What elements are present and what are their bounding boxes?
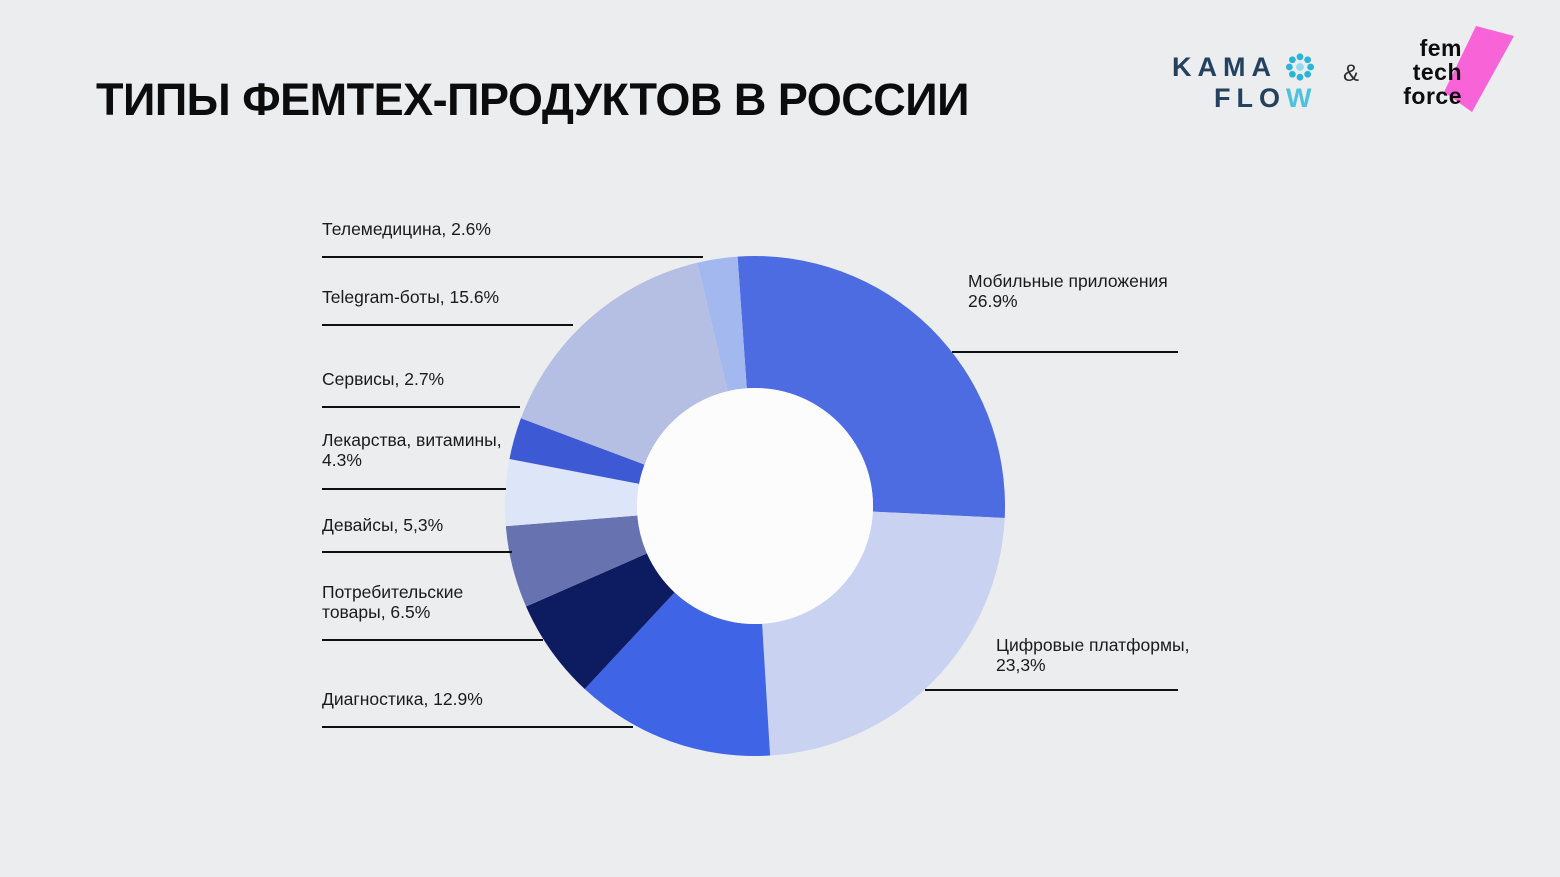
leader-line-telegram-bots xyxy=(322,324,573,326)
chart-label-services: Сервисы, 2.7% xyxy=(322,369,445,389)
kama-flow-flower-icon xyxy=(1285,53,1315,81)
kama-flow-word-kama: KAMA xyxy=(1172,51,1277,82)
donut-segment-6 xyxy=(505,459,640,527)
donut-segment-4 xyxy=(526,553,675,690)
donut-segment-3 xyxy=(584,592,771,756)
chart-label-mobile-apps: Мобильные приложения 26.9% xyxy=(968,271,1168,311)
chart-label-medicines-vitamins: Лекарства, витамины, 4.3% xyxy=(322,430,502,470)
donut-center-hole xyxy=(637,388,873,624)
femtech-pink-swoosh-icon xyxy=(1444,26,1514,112)
leader-line-devices xyxy=(322,551,512,553)
leader-line-diagnostics xyxy=(322,726,633,728)
leader-line-consumer-goods xyxy=(322,639,543,641)
chart-label-telemedicine: Телемедицина, 2.6% xyxy=(322,219,491,239)
chart-label-devices: Девайсы, 5,3% xyxy=(322,515,444,535)
kama-flow-logo: KAMA FLOW xyxy=(1172,50,1317,113)
leader-line-services xyxy=(322,406,520,408)
leader-line-medicines-vitamins xyxy=(322,488,506,490)
femtech-word-tech: tech xyxy=(1412,59,1462,85)
logo-ampersand: & xyxy=(1343,60,1360,87)
femtech-word-force: force xyxy=(1403,83,1462,109)
page-title: ТИПЫ ФЕМТЕХ-ПРОДУКТОВ В РОССИИ xyxy=(96,74,969,125)
leader-line-mobile-apps xyxy=(952,351,1178,353)
chart-label-telegram-bots: Telegram-боты, 15.6% xyxy=(322,287,500,307)
kama-flow-logo-line2: FLOW xyxy=(1172,84,1317,113)
donut-segment-1 xyxy=(737,256,1005,518)
leader-line-digital-platforms xyxy=(925,689,1178,691)
femtech-force-logo: fem tech force xyxy=(1372,36,1462,108)
donut-segment-8 xyxy=(520,262,728,465)
donut-segment-5 xyxy=(505,515,647,607)
donut-segment-9 xyxy=(697,256,747,392)
kama-flow-word-w: W xyxy=(1286,83,1318,113)
chart-label-digital-platforms: Цифровые платформы, 23,3% xyxy=(996,635,1190,675)
kama-flow-word-flo: FLO xyxy=(1214,83,1286,113)
donut-segment-7 xyxy=(509,418,645,484)
donut-segment-2 xyxy=(762,511,1005,756)
kama-flow-logo-line1: KAMA xyxy=(1172,50,1317,84)
femtech-word-fem: fem xyxy=(1419,35,1462,61)
chart-label-consumer-goods: Потребительские товары, 6.5% xyxy=(322,582,464,622)
chart-label-diagnostics: Диагностика, 12.9% xyxy=(322,689,483,709)
leader-line-telemedicine xyxy=(322,256,703,258)
